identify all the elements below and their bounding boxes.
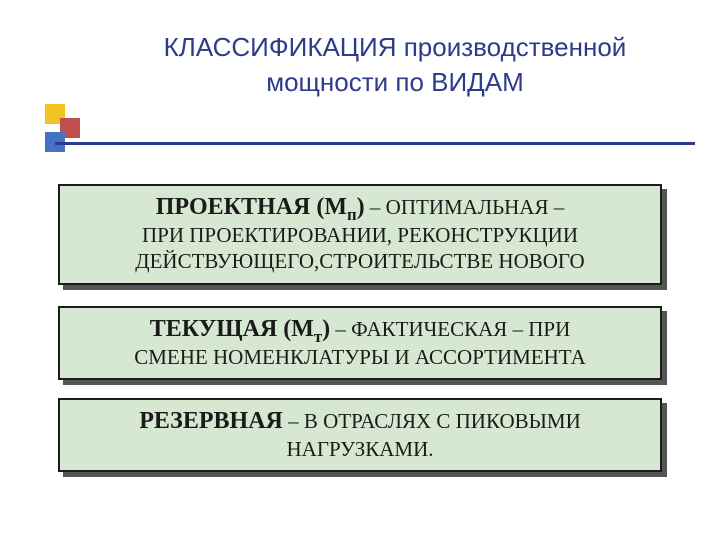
box-title-bold: РЕЗЕРВНАЯ	[139, 408, 283, 434]
box-body: ТЕКУЩАЯ (Мт) – ФАКТИЧЕСКАЯ – ПРИСМЕНЕ НО…	[58, 306, 662, 380]
box-title-suffix: )	[357, 194, 365, 220]
box-line-1: СМЕНЕ НОМЕНКЛАТУРЫ И АССОРТИМЕНТА	[76, 344, 644, 370]
box-title-prefix: ТЕКУЩАЯ (М	[150, 316, 314, 342]
divider-line	[55, 142, 695, 145]
box-line-0: ТЕКУЩАЯ (Мт) – ФАКТИЧЕСКАЯ – ПРИ	[76, 314, 644, 344]
box-line-1: НАГРУЗКАМИ.	[76, 436, 644, 462]
box-title-subscript: т	[314, 327, 322, 346]
box-line-0: ПРОЕКТНАЯ (Мп) – ОПТИМАЛЬНАЯ –	[76, 192, 644, 222]
box-title-subscript: п	[347, 205, 357, 224]
box-rest-first: – ОПТИМАЛЬНАЯ –	[365, 195, 565, 219]
box-rest-first: – В ОТРАСЛЯХ С ПИКОВЫМИ	[283, 409, 581, 433]
box-title-bold: ТЕКУЩАЯ (Мт)	[150, 316, 330, 342]
title-line1: КЛАССИФИКАЦИЯ производственной	[164, 32, 627, 62]
definition-box-0: ПРОЕКТНАЯ (Мп) – ОПТИМАЛЬНАЯ –ПРИ ПРОЕКТ…	[58, 184, 662, 285]
slide: КЛАССИФИКАЦИЯ производственной мощности …	[0, 0, 720, 540]
slide-title: КЛАССИФИКАЦИЯ производственной мощности …	[110, 30, 680, 100]
box-title-prefix: ПРОЕКТНАЯ (М	[156, 194, 347, 220]
title-line2: мощности по ВИДАМ	[266, 67, 524, 97]
box-title-suffix: )	[322, 316, 330, 342]
box-line-1: ПРИ ПРОЕКТИРОВАНИИ, РЕКОНСТРУКЦИИ	[76, 222, 644, 248]
box-rest-first: – ФАКТИЧЕСКАЯ – ПРИ	[330, 317, 570, 341]
definition-box-2: РЕЗЕРВНАЯ – В ОТРАСЛЯХ С ПИКОВЫМИНАГРУЗК…	[58, 398, 662, 472]
box-title-bold: ПРОЕКТНАЯ (Мп)	[156, 194, 365, 220]
box-body: ПРОЕКТНАЯ (Мп) – ОПТИМАЛЬНАЯ –ПРИ ПРОЕКТ…	[58, 184, 662, 285]
box-line-2: ДЕЙСТВУЮЩЕГО,СТРОИТЕЛЬСТВЕ НОВОГО	[76, 248, 644, 274]
box-body: РЕЗЕРВНАЯ – В ОТРАСЛЯХ С ПИКОВЫМИНАГРУЗК…	[58, 398, 662, 472]
box-title-prefix: РЕЗЕРВНАЯ	[139, 408, 283, 434]
box-line-0: РЕЗЕРВНАЯ – В ОТРАСЛЯХ С ПИКОВЫМИ	[76, 406, 644, 436]
definition-box-1: ТЕКУЩАЯ (Мт) – ФАКТИЧЕСКАЯ – ПРИСМЕНЕ НО…	[58, 306, 662, 380]
